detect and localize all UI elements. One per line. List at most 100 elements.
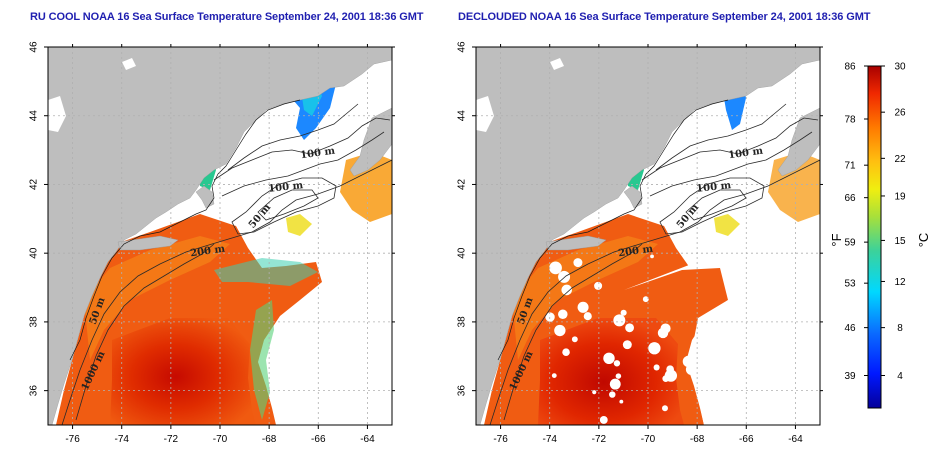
bathymetry-contours <box>489 103 820 425</box>
lat-tick-label: 46 <box>457 41 468 53</box>
coastline <box>69 99 301 361</box>
inland-lake <box>550 58 564 70</box>
coastline <box>497 99 729 361</box>
land-mask <box>476 47 820 425</box>
georges-bank-yellow-patch <box>286 214 312 236</box>
fahrenheit-tick-label: 39 <box>844 371 856 382</box>
land-polygon <box>623 185 643 209</box>
fahrenheit-tick-label: 46 <box>844 323 856 334</box>
isobath-contour <box>641 117 819 181</box>
lon-tick-label: -76 <box>65 434 80 445</box>
lat-tick-label: 40 <box>29 247 40 259</box>
celsius-tick-label: 22 <box>894 154 906 165</box>
land-polygon <box>777 107 820 177</box>
georges-bank-yellow-patch <box>714 214 740 236</box>
inland-lake <box>476 96 494 132</box>
inland-lake <box>122 58 136 70</box>
lon-tick-label: -76 <box>493 434 508 445</box>
lon-tick-label: -64 <box>360 434 375 445</box>
lon-tick-label: -70 <box>641 434 656 445</box>
isobath-label: 200 m <box>618 244 655 260</box>
decloud-gap <box>624 250 820 425</box>
cloud-edge-teal <box>214 258 318 286</box>
isobath-contour <box>655 103 787 171</box>
fahrenheit-tick-label: 59 <box>844 238 856 249</box>
gulf-stream-warm-core <box>538 318 684 425</box>
colorbar-gradient <box>867 65 882 409</box>
isobath-contour <box>227 103 359 171</box>
lon-tick-label: -74 <box>114 434 129 445</box>
fahrenheit-tick-label: 78 <box>844 115 856 126</box>
land-polygon <box>476 47 820 425</box>
left-map-title: RU COOL NOAA 16 Sea Surface Temperature … <box>30 11 424 23</box>
isobath-contour <box>685 189 747 221</box>
celsius-tick-label: 19 <box>894 191 906 202</box>
lat-tick-label: 38 <box>29 316 40 328</box>
isobath-contour <box>75 243 215 421</box>
lat-tick-label: 42 <box>29 178 40 190</box>
lat-tick-label: 44 <box>29 110 40 122</box>
map-axes: -76 -74 -72 -70 -68 -66 -64 46 44 42 40 38 36 <box>457 41 823 445</box>
shelf-gradient-band <box>84 236 230 360</box>
celsius-unit-label: °C <box>916 233 931 248</box>
lon-tick-label: -66 <box>311 434 326 445</box>
fahrenheit-tick-label: 86 <box>844 62 856 73</box>
bathymetry-contours <box>61 103 392 425</box>
isobath-contour <box>489 159 820 425</box>
isobath-contour <box>649 131 813 197</box>
lon-tick-label: -66 <box>739 434 754 445</box>
fahrenheit-unit-label: °F <box>829 233 844 246</box>
graticule <box>476 47 820 425</box>
graticule <box>48 47 392 425</box>
isobath-label: 100 m <box>728 146 765 162</box>
lat-tick-label: 36 <box>457 385 468 397</box>
isobath-contour <box>231 177 337 235</box>
isobath-contour <box>61 159 392 425</box>
lat-tick-label: 36 <box>29 385 40 397</box>
lat-tick-label: 42 <box>457 178 468 190</box>
lon-tick-label: -64 <box>788 434 803 445</box>
isobath-label: 100 m <box>300 146 337 162</box>
lon-tick-label: -72 <box>164 434 179 445</box>
celsius-tick-label: 30 <box>894 62 906 73</box>
land-mask <box>48 47 392 425</box>
lon-tick-label: -74 <box>542 434 557 445</box>
celsius-tick-label: 8 <box>897 323 903 334</box>
fahrenheit-tick-label: 53 <box>844 279 856 290</box>
lat-tick-label: 40 <box>457 247 468 259</box>
lat-tick-label: 46 <box>29 41 40 53</box>
isobath-label: 100 m <box>696 180 732 195</box>
isobath-contour <box>503 243 643 421</box>
land-polygon <box>195 185 215 209</box>
land-polygon <box>48 47 392 425</box>
celsius-tick-label: 15 <box>894 236 906 247</box>
cloud-edge-green <box>250 300 274 420</box>
isobath-contour <box>257 189 319 221</box>
decloud-gap <box>682 238 768 262</box>
celsius-tick-label: 12 <box>894 277 906 288</box>
decloud-holes <box>545 253 733 424</box>
gulf-stream-warm-core <box>110 318 256 425</box>
isobath-contour <box>213 117 391 181</box>
inland-lake <box>48 96 66 132</box>
land-polygon <box>349 107 392 177</box>
isobath-contour <box>659 177 765 235</box>
fahrenheit-tick-label: 71 <box>844 161 856 172</box>
lon-tick-label: -68 <box>262 434 277 445</box>
sst-field <box>484 82 820 425</box>
lon-tick-label: -72 <box>592 434 607 445</box>
colorbar: 86 78 71 66 59 53 46 39 30 26 22 19 15 12 8 4 °F °C <box>829 62 931 409</box>
isobath-label: 200 m <box>190 244 227 260</box>
map-axes: -76 -74 -72 -70 -68 -66 -64 46 44 42 40 38 36 <box>29 41 395 445</box>
isobath-label: 100 m <box>268 180 304 195</box>
lat-tick-label: 44 <box>457 110 468 122</box>
shelf-gradient-band <box>512 236 658 360</box>
land-polygon <box>117 235 179 251</box>
celsius-tick-label: 4 <box>897 371 903 382</box>
lon-tick-label: -68 <box>690 434 705 445</box>
sst-field <box>56 72 392 425</box>
fahrenheit-tick-label: 66 <box>844 193 856 204</box>
